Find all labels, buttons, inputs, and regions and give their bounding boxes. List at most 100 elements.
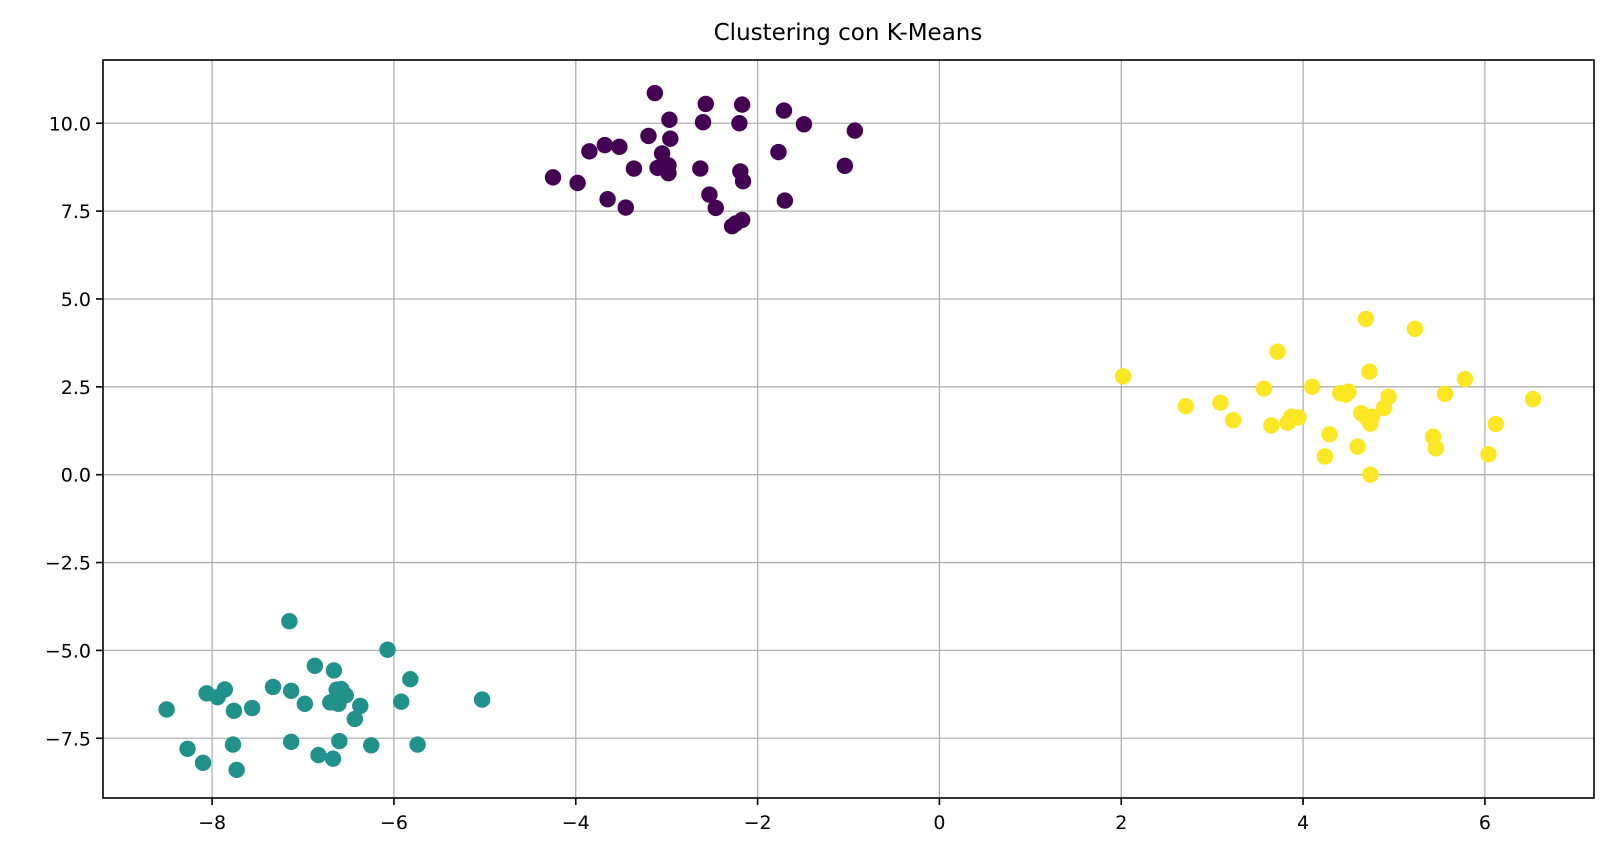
data-point xyxy=(1212,394,1229,411)
data-point xyxy=(264,678,282,696)
y-tick-label: 5.0 xyxy=(61,289,91,311)
cluster-2-points xyxy=(1114,310,1542,483)
x-tick-label: −8 xyxy=(198,812,226,834)
data-point xyxy=(158,701,175,718)
data-point xyxy=(1480,446,1497,463)
data-point xyxy=(1524,390,1542,408)
cluster-1-points xyxy=(158,613,491,779)
x-tick-label: 2 xyxy=(1115,812,1127,834)
y-tick-label: 10.0 xyxy=(49,113,91,135)
x-tick-label: −6 xyxy=(380,812,408,834)
y-tick-label: −7.5 xyxy=(45,728,91,750)
data-point xyxy=(599,190,616,208)
x-tick-label: 4 xyxy=(1297,812,1309,834)
data-point xyxy=(596,136,614,154)
data-point xyxy=(770,143,787,161)
data-point xyxy=(660,157,677,174)
data-point xyxy=(697,95,714,113)
data-points xyxy=(158,84,1542,779)
data-point xyxy=(1340,383,1357,400)
data-point xyxy=(846,122,864,139)
data-point xyxy=(216,681,234,698)
cluster-0-points xyxy=(544,84,864,235)
data-point xyxy=(1436,385,1454,403)
data-point xyxy=(225,702,243,720)
data-point xyxy=(1427,440,1445,457)
data-point xyxy=(346,710,364,728)
data-point xyxy=(701,186,718,203)
data-point xyxy=(409,736,426,753)
data-point xyxy=(1349,438,1366,455)
data-point xyxy=(1357,310,1375,328)
data-point xyxy=(1177,397,1194,415)
data-point xyxy=(1269,343,1286,360)
data-point xyxy=(310,746,327,764)
data-point xyxy=(281,613,298,630)
data-point xyxy=(306,657,324,675)
x-tick-label: 0 xyxy=(933,812,945,834)
data-point xyxy=(775,102,793,119)
data-point xyxy=(324,750,342,767)
data-point xyxy=(795,116,813,133)
data-point xyxy=(640,127,657,145)
data-point xyxy=(544,169,562,186)
data-point xyxy=(611,138,628,156)
data-point xyxy=(733,211,751,229)
x-tick-label: −4 xyxy=(562,812,590,834)
data-point xyxy=(402,671,419,688)
data-point xyxy=(1255,380,1273,397)
data-point xyxy=(731,115,748,132)
data-point xyxy=(1380,388,1397,405)
data-point xyxy=(362,737,380,754)
data-point xyxy=(1263,417,1280,434)
data-point xyxy=(1406,320,1424,338)
data-point xyxy=(1362,466,1379,483)
data-point xyxy=(569,174,586,192)
data-point xyxy=(282,682,300,700)
y-tick-label: 0.0 xyxy=(61,465,91,487)
data-point xyxy=(625,160,643,177)
data-point xyxy=(379,641,396,658)
data-point xyxy=(1487,415,1505,433)
data-point xyxy=(194,754,212,772)
data-point xyxy=(352,697,369,715)
y-tick-label: −2.5 xyxy=(45,553,91,575)
data-point xyxy=(331,732,348,750)
data-point xyxy=(1303,378,1321,396)
data-point xyxy=(337,687,354,704)
x-tick-label: −2 xyxy=(744,812,772,834)
data-point xyxy=(662,130,679,147)
data-point xyxy=(776,192,794,209)
data-point xyxy=(473,691,491,708)
data-point xyxy=(224,736,242,753)
data-point xyxy=(661,111,678,128)
data-point xyxy=(1114,368,1132,385)
y-tick-label: −5.0 xyxy=(45,640,91,662)
data-point xyxy=(694,114,712,131)
x-tick-label: 6 xyxy=(1479,812,1491,834)
data-point xyxy=(1316,448,1334,465)
data-point xyxy=(836,157,854,174)
data-point xyxy=(179,740,196,757)
data-point xyxy=(707,199,724,217)
y-tick-label: 7.5 xyxy=(61,201,91,223)
data-point xyxy=(733,96,751,113)
data-point xyxy=(1361,363,1378,380)
chart-title: Clustering con K-Means xyxy=(714,20,983,46)
data-point xyxy=(1363,408,1381,425)
data-point xyxy=(228,761,245,779)
data-point xyxy=(581,143,598,160)
data-point xyxy=(282,733,300,750)
data-point xyxy=(692,160,709,177)
data-point xyxy=(1290,409,1307,426)
axis-ticks: −8 −6 −4 −2 0 2 4 6 −7.5 −5.0 −2.5 0.0 2.5 5.0 7.5 10.0 xyxy=(45,113,1491,834)
data-point xyxy=(393,693,410,710)
y-tick-label: 2.5 xyxy=(61,377,91,399)
data-point xyxy=(296,695,314,713)
data-point xyxy=(1321,426,1338,443)
plot-frame xyxy=(102,59,1595,799)
data-point xyxy=(734,173,752,190)
data-point xyxy=(1456,370,1474,388)
